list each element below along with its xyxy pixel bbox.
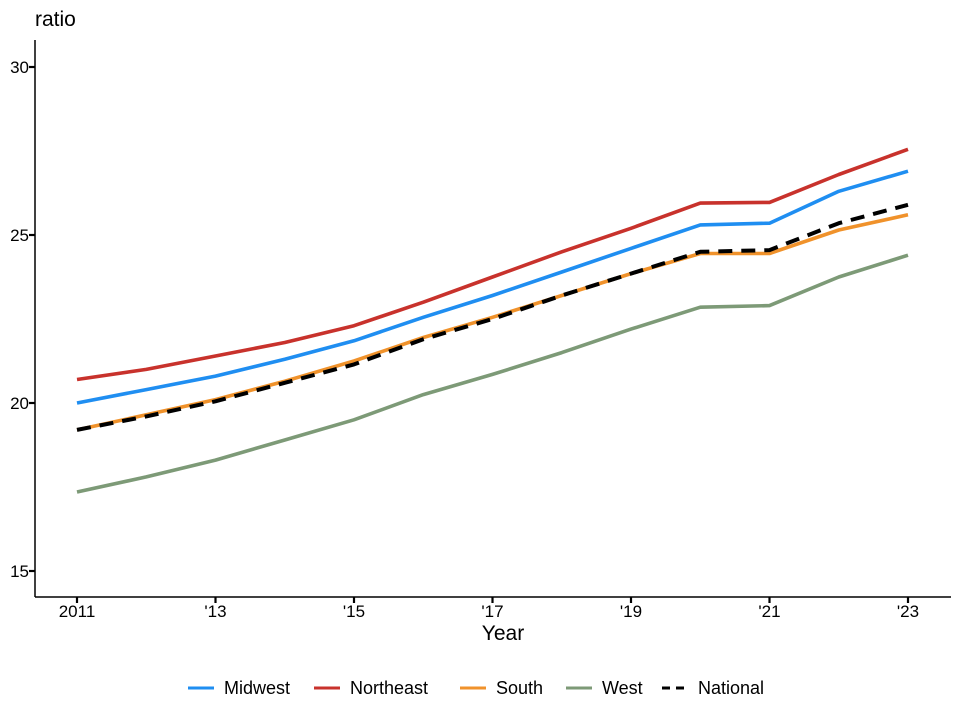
legend-label-west: West — [602, 678, 643, 698]
legend-label-south: South — [496, 678, 543, 698]
y-axis-title: ratio — [35, 8, 76, 31]
x-axis-ticks: 2011 '13 '15 '17 '19 '21 '23 — [59, 597, 919, 621]
series-line-south — [76, 213, 909, 432]
x-tick-label: '19 — [620, 602, 642, 621]
x-tick-label: '13 — [204, 602, 226, 621]
y-tick-label: 30 — [10, 58, 29, 77]
y-tick-label: 20 — [10, 394, 29, 413]
series-line-midwest — [76, 169, 909, 405]
x-tick-label: 2011 — [59, 602, 96, 621]
y-axis-ticks: 15 20 25 30 — [10, 58, 35, 581]
y-tick-label: 25 — [10, 226, 29, 245]
x-tick-label: '23 — [897, 602, 919, 621]
series-line-national — [76, 202, 909, 432]
y-tick-label: 15 — [10, 562, 29, 581]
series-line-west — [76, 253, 909, 494]
series-lines — [76, 147, 909, 494]
series-line-northeast — [76, 147, 909, 382]
x-tick-label: '15 — [343, 602, 365, 621]
x-tick-label: '21 — [758, 602, 780, 621]
legend-label-northeast: Northeast — [350, 678, 428, 698]
x-axis-title: Year — [482, 622, 524, 645]
x-tick-label: '17 — [481, 602, 503, 621]
legend-label-national: National — [698, 678, 764, 698]
legend: Midwest Northeast South West National — [188, 678, 764, 698]
legend-label-midwest: Midwest — [224, 678, 290, 698]
